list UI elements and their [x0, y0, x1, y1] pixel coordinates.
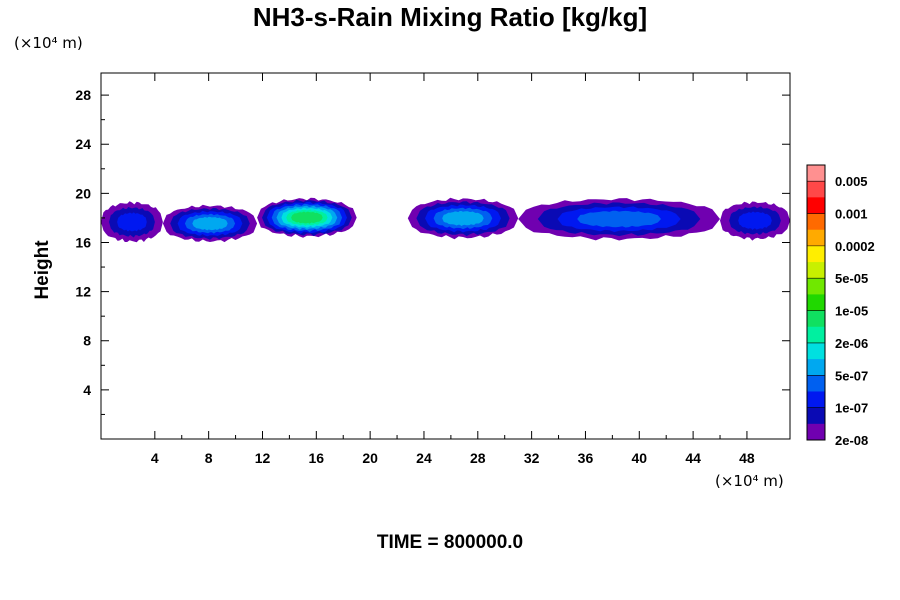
colorbar-swatch	[807, 310, 825, 328]
y-tick-label: 8	[83, 333, 91, 349]
colorbar-swatch	[807, 342, 825, 360]
x-tick-label: 36	[578, 450, 594, 466]
colorbar-label: 1e-07	[835, 401, 868, 416]
colorbar-label: 5e-05	[835, 271, 868, 286]
colorbar-swatch	[807, 278, 825, 295]
colorbar-swatch	[807, 245, 825, 263]
colorbar-swatch	[807, 423, 825, 441]
x-tick-label: 16	[309, 450, 325, 466]
x-tick-label: 24	[416, 450, 432, 466]
y-tick-label: 24	[75, 136, 91, 152]
colorbar-swatch	[807, 197, 825, 215]
y-tick-label: 16	[75, 234, 91, 250]
x-tick-label: 12	[255, 450, 271, 466]
colorbar-label: 0.005	[835, 174, 868, 189]
x-tick-label: 28	[470, 450, 486, 466]
cloud-contour	[291, 211, 323, 224]
colorbar-swatch	[807, 229, 825, 247]
colorbar-swatch	[807, 391, 825, 409]
y-tick-label: 12	[75, 284, 91, 300]
x-tick-label: 8	[205, 450, 213, 466]
colorbar-swatch	[807, 294, 825, 312]
colorbar-swatch	[807, 375, 825, 392]
colorbar-swatch	[807, 326, 825, 344]
x-unit-label: (×10⁴ m)	[715, 472, 784, 490]
x-tick-label: 40	[631, 450, 647, 466]
colorbar-swatch	[807, 165, 825, 182]
colorbar-label: 0.0002	[835, 239, 875, 254]
x-tick-label: 44	[685, 450, 701, 466]
colorbar-swatch	[807, 262, 825, 279]
colorbar-label: 2e-06	[835, 336, 868, 351]
x-tick-label: 48	[739, 450, 755, 466]
colorbar-label: 1e-05	[835, 304, 868, 319]
plot-frame	[100, 72, 791, 440]
y-unit-label: (×10⁴ m)	[14, 34, 83, 52]
cloud-contour	[738, 211, 772, 230]
x-tick-label: 4	[151, 450, 159, 466]
colorbar: 0.005 0.001 0.0002 5e-05 1e-05 2e-06 5e-07 1e-0…	[806, 164, 875, 448]
cloud-contour	[192, 216, 228, 231]
y-tick-label: 28	[75, 87, 91, 103]
cloud-contour	[117, 212, 147, 232]
x-tick-label: 32	[524, 450, 540, 466]
colorbar-swatch	[807, 359, 825, 376]
cloud-contour	[442, 211, 484, 226]
chart-title: NH3-s-Rain Mixing Ratio [kg/kg]	[252, 2, 648, 32]
x-tick-label: 20	[362, 450, 378, 466]
colorbar-swatch	[807, 213, 825, 231]
colorbar-swatch	[807, 181, 825, 198]
cloud-field	[101, 197, 790, 243]
y-tick-label: 4	[83, 382, 91, 398]
cloud-contour	[577, 210, 661, 228]
colorbar-label: 0.001	[835, 207, 868, 222]
time-label: TIME = 800000.0	[376, 532, 524, 553]
colorbar-swatch	[807, 407, 825, 425]
colorbar-label: 5e-07	[835, 368, 868, 383]
y-tick-label: 20	[75, 185, 91, 201]
colorbar-label: 2e-08	[835, 433, 868, 448]
